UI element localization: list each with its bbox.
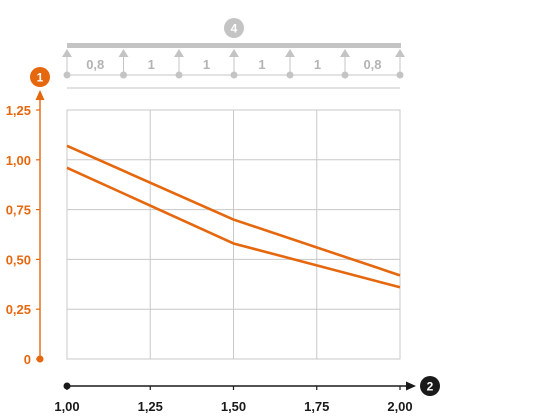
y-tick-label-2: 0,50: [6, 252, 31, 267]
y-axis-marker-circle: [30, 67, 50, 87]
beam-support-triangle-5: [340, 49, 350, 57]
beam-span-label-2: 1: [203, 57, 210, 72]
y-tick-label-0: 0: [24, 352, 31, 367]
beam-support-triangle-3: [229, 49, 239, 57]
beam-span-label-1: 1: [148, 57, 155, 72]
x-tick-label-1: 1,25: [138, 399, 163, 414]
y-tick-label-3: 0,75: [6, 203, 31, 218]
beam-marker-label: 4: [231, 22, 238, 36]
beam-support-triangle-6: [395, 49, 405, 57]
x-axis-marker-circle: [420, 376, 440, 396]
beam-span-labels: 0,8 1 1 1 1 0,8: [86, 57, 381, 72]
beam-support-triangle-0: [62, 49, 72, 57]
y-tick-label-5: 1,25: [6, 103, 31, 118]
x-tick-label-2: 1,50: [221, 399, 246, 414]
beam-marker-circle: [224, 18, 244, 38]
y-axis-marker-label: 1: [37, 71, 44, 85]
beam-span-label-5: 0,8: [363, 57, 381, 72]
beam-supports: [62, 49, 405, 89]
x-tick-label-3: 1,75: [304, 399, 329, 414]
beam-support-triangle-2: [174, 49, 184, 57]
y-axis: 1 0 0,25 0,50 0,75 1,00 1,25: [6, 67, 50, 367]
beam-bar: [67, 43, 401, 48]
y-tick-label-4: 1,00: [6, 153, 31, 168]
x-tick-label-4: 2,00: [387, 399, 412, 414]
x-tick-label-0: 1,00: [54, 399, 79, 414]
series-line-0: [66, 144, 401, 277]
beam-span-label-4: 1: [314, 57, 321, 72]
beam-span-label-3: 1: [258, 57, 265, 72]
series-line-1: [66, 166, 401, 289]
x-tick-labels: 1,00 1,25 1,50 1,75 2,00: [54, 386, 413, 414]
x-axis-marker-label: 2: [427, 380, 434, 394]
x-axis-arrow: [406, 381, 416, 391]
y-tick-label-1: 0,25: [6, 302, 31, 317]
y-tick-labels: 0 0,25 0,50 0,75 1,00 1,25: [6, 103, 40, 367]
beam-diagram: 4 0,8 1 1 1 1 0,8: [62, 18, 405, 89]
beam-support-triangle-4: [285, 49, 295, 57]
y-axis-arrow: [35, 90, 45, 100]
chart-series: [66, 144, 401, 289]
chart-grid: [66, 109, 401, 360]
beam-support-triangle-1: [118, 49, 129, 57]
plot-frame: [66, 109, 401, 360]
beam-span-label-0: 0,8: [86, 57, 104, 72]
x-axis: 2 1,00 1,25 1,50 1,75 2,00: [54, 376, 440, 414]
